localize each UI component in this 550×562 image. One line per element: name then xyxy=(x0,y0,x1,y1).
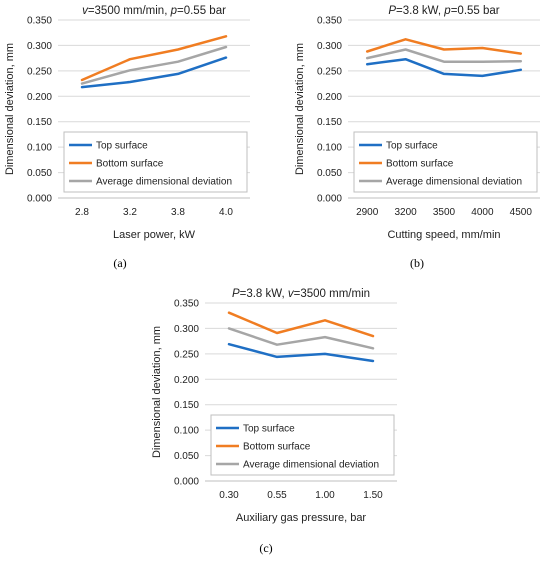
chart-title-part: v xyxy=(288,288,295,300)
chart-title-part: =3.8 kW, xyxy=(240,288,288,300)
x-axis-title: Auxiliary gas pressure, bar xyxy=(236,512,367,524)
x-tick-label: 4500 xyxy=(510,207,533,218)
panel-label-b: (b) xyxy=(410,256,424,270)
y-axis-title: Dimensional deviation, mm xyxy=(151,326,163,458)
chart-panel-c: P=3.8 kW, v=3500 mm/min 0.000 0.050 0.100 0.… xyxy=(147,283,407,533)
y-tick-label: 0.200 xyxy=(27,92,52,103)
x-axis-title: Cutting speed, mm/min xyxy=(387,229,500,241)
legend-box xyxy=(63,131,248,193)
chart-panel-a: v=3500 mm/min, p=0.55 bar 0.000 0.050 0.100… xyxy=(0,0,260,250)
legend-box xyxy=(210,414,395,476)
chart-panel-b: P=3.8 kW, p=0.55 bar 0.000 0.050 0.100 0.150… xyxy=(290,0,550,250)
legend-box xyxy=(353,131,538,193)
y-tick-label: 0.200 xyxy=(174,375,199,386)
y-axis-title: Dimensional deviation, mm xyxy=(4,43,16,175)
x-tick-label: 3200 xyxy=(394,207,417,218)
chart-title-part: P xyxy=(232,288,240,300)
y-tick-label: 0.100 xyxy=(317,143,342,154)
y-tick-label: 0.300 xyxy=(174,324,199,335)
y-tick-label: 0.250 xyxy=(317,66,342,77)
y-tick-label: 0.150 xyxy=(174,400,199,411)
x-axis-title: Laser power, kW xyxy=(113,229,196,241)
chart-title-part: p xyxy=(443,5,451,17)
chart-title-part: =3500 mm/min xyxy=(294,288,370,300)
chart-title: P=3.8 kW, p=0.55 bar xyxy=(388,5,499,17)
y-tick-label: 0.350 xyxy=(174,299,199,310)
legend-label: Bottom surface xyxy=(243,442,311,453)
series-line xyxy=(80,45,228,85)
series-line xyxy=(365,57,523,78)
y-tick-label: 0.350 xyxy=(27,16,52,27)
y-tick-label: 0.000 xyxy=(317,194,342,205)
chart-title-part: P xyxy=(388,5,396,17)
x-tick-label: 2.8 xyxy=(75,207,89,218)
panel-label-c: (c) xyxy=(259,541,273,555)
legend-label: Bottom surface xyxy=(96,159,164,170)
legend-label: Top surface xyxy=(243,424,295,435)
chart-title: P=3.8 kW, v=3500 mm/min xyxy=(232,288,370,300)
chart-title-part: =0.55 bar xyxy=(451,5,500,17)
series-line xyxy=(365,48,523,63)
x-tick-label: 4.0 xyxy=(219,207,233,218)
chart-title-part: =3500 mm/min, xyxy=(88,5,171,17)
x-tick-label: 3500 xyxy=(433,207,456,218)
x-tick-label: 3.2 xyxy=(123,207,137,218)
y-tick-label: 0.050 xyxy=(27,168,52,179)
y-tick-label: 0.350 xyxy=(317,16,342,27)
legend-label: Average dimensional deviation xyxy=(96,177,232,188)
y-tick-label: 0.200 xyxy=(317,92,342,103)
y-tick-label: 0.100 xyxy=(174,426,199,437)
y-tick-label: 0.150 xyxy=(317,117,342,128)
y-tick-label: 0.150 xyxy=(27,117,52,128)
x-tick-label: 0.30 xyxy=(219,490,239,501)
x-tick-label: 2900 xyxy=(356,207,379,218)
chart-title-part: =3.8 kW, xyxy=(396,5,444,17)
series-line xyxy=(80,56,228,89)
x-tick-label: 4000 xyxy=(471,207,494,218)
y-tick-label: 0.250 xyxy=(27,66,52,77)
panel-label-a: (a) xyxy=(113,256,127,270)
y-tick-label: 0.050 xyxy=(174,451,199,462)
chart-title-part: v xyxy=(82,5,89,17)
series-line xyxy=(365,38,523,55)
x-tick-label: 1.00 xyxy=(315,490,335,501)
series-line xyxy=(227,342,375,363)
x-tick-label: 0.55 xyxy=(267,490,287,501)
series-line xyxy=(227,311,375,338)
legend-label: Average dimensional deviation xyxy=(386,177,522,188)
y-tick-label: 0.000 xyxy=(27,194,52,205)
y-tick-label: 0.050 xyxy=(317,168,342,179)
chart-c-svg: P=3.8 kW, v=3500 mm/min 0.000 0.050 0.100 0.… xyxy=(151,288,397,524)
chart-title-part: =0.55 bar xyxy=(177,5,226,17)
x-tick-label: 1.50 xyxy=(363,490,383,501)
chart-b-svg: P=3.8 kW, p=0.55 bar 0.000 0.050 0.100 0.150… xyxy=(294,5,540,241)
y-tick-label: 0.100 xyxy=(27,143,52,154)
y-tick-label: 0.300 xyxy=(317,41,342,52)
series-line xyxy=(227,327,375,350)
legend-label: Top surface xyxy=(386,141,438,152)
series-line xyxy=(80,35,228,82)
chart-a-svg: v=3500 mm/min, p=0.55 bar 0.000 0.050 0.100… xyxy=(4,5,250,241)
y-tick-label: 0.300 xyxy=(27,41,52,52)
y-tick-label: 0.250 xyxy=(174,349,199,360)
y-tick-label: 0.000 xyxy=(174,477,199,488)
y-axis-title: Dimensional deviation, mm xyxy=(294,43,306,175)
chart-title-part: p xyxy=(170,5,178,17)
legend-label: Top surface xyxy=(96,141,148,152)
legend-label: Average dimensional deviation xyxy=(243,460,379,471)
x-tick-label: 3.8 xyxy=(171,207,185,218)
legend-label: Bottom surface xyxy=(386,159,454,170)
chart-title: v=3500 mm/min, p=0.55 bar xyxy=(82,5,226,17)
